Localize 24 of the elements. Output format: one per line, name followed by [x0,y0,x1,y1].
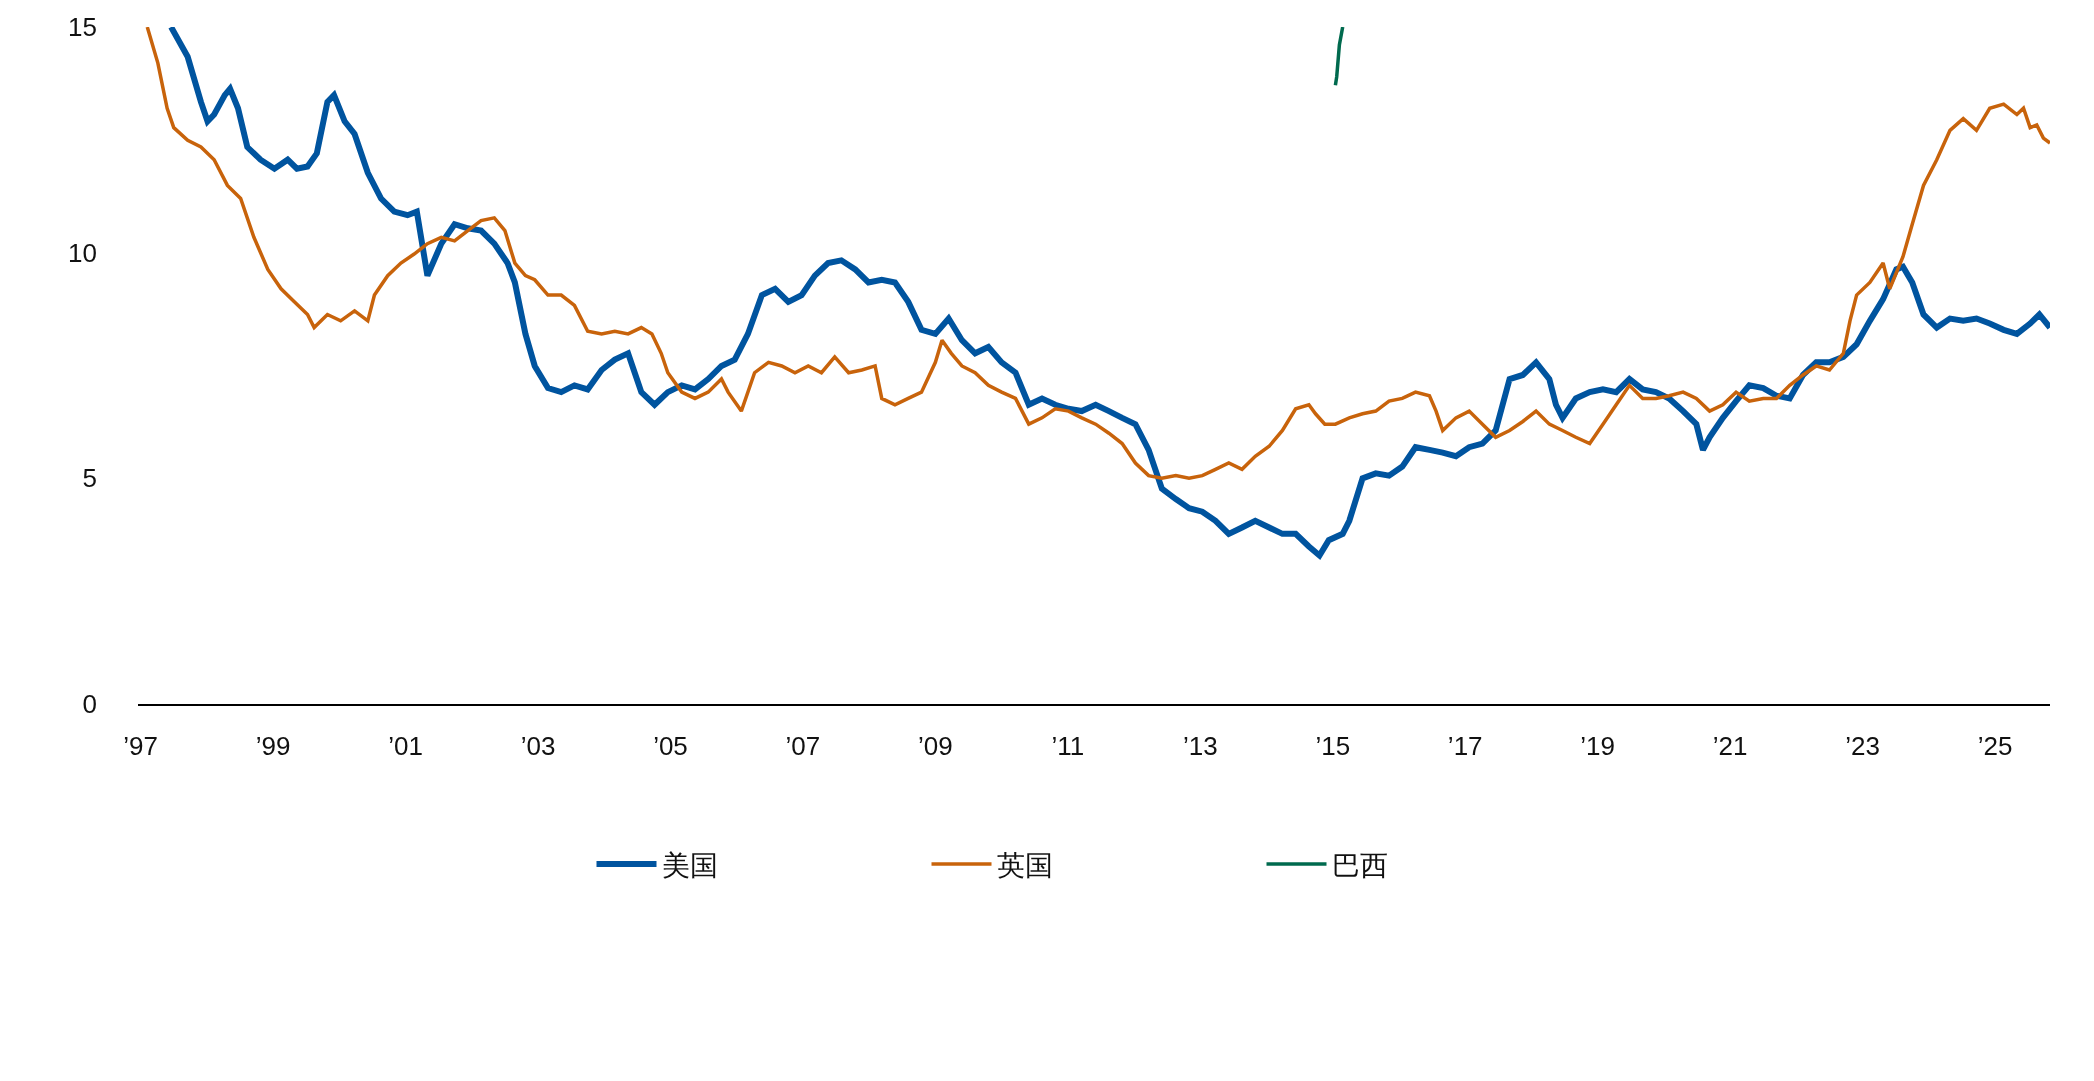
legend-label: 巴西 [1331,850,1388,882]
x-tick-label: ’07 [785,731,821,762]
x-tick-label: ’23 [1845,731,1880,762]
line-series [1333,27,1345,87]
x-tick-label: ’17 [1447,731,1483,762]
y-tick-label: 10 [68,237,97,268]
x-tick-label: ’11 [1051,731,1085,762]
legend-label: 美国 [661,850,718,882]
x-tick-label: ’03 [520,731,556,762]
x-tick-label: ’25 [1977,731,2013,762]
y-tick-label: 15 [68,12,97,43]
x-tick-label: ’05 [653,731,688,762]
y-tick-label: 5 [82,463,97,494]
x-tick-label: ’21 [1712,731,1748,762]
x-tick-label: ’01 [388,731,423,762]
x-tick-label: ’15 [1315,731,1351,762]
x-tick-label: ’97 [123,731,158,762]
x-tick-label: ’09 [918,731,953,762]
x-tick-label: ’99 [255,731,291,762]
x-tick-label: ’13 [1182,731,1218,762]
x-tick-label: ’19 [1580,731,1616,762]
y-tick-label: 0 [82,689,97,720]
line-series [145,27,2050,481]
legend-label: 英国 [996,850,1053,882]
